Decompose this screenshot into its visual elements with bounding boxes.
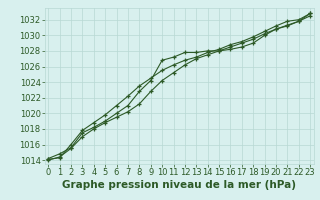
X-axis label: Graphe pression niveau de la mer (hPa): Graphe pression niveau de la mer (hPa) [62, 180, 296, 190]
